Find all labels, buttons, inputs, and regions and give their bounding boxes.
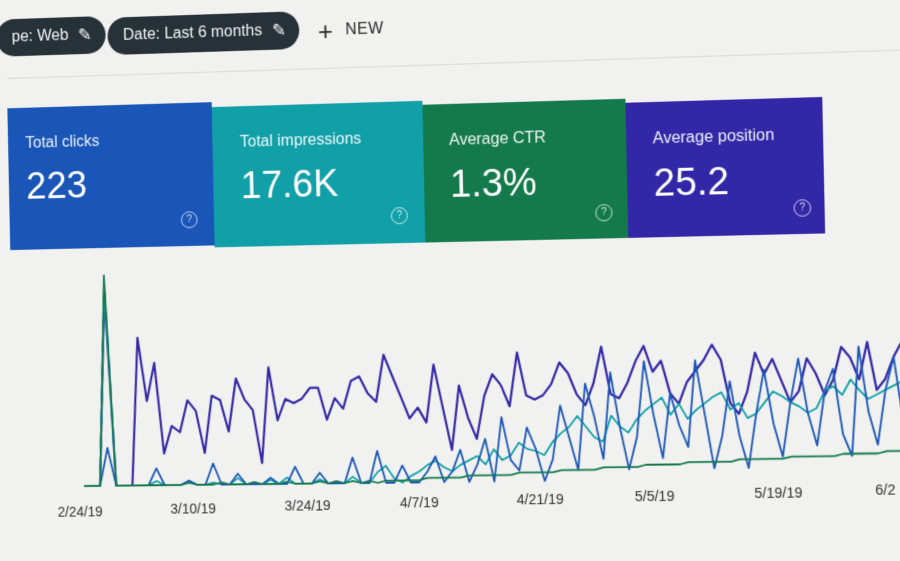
- x-tick-label: 3/24/19: [284, 497, 330, 513]
- metric-card-position[interactable]: Average position 25.2 ?: [625, 97, 825, 238]
- type-filter-label: pe: Web: [11, 27, 68, 47]
- type-filter-chip[interactable]: pe: Web ✎: [0, 16, 106, 57]
- search-console-performance-view: pe: Web ✎ Date: Last 6 months ✎ + NEW To…: [5, 0, 900, 561]
- x-tick-label: 5/19/19: [754, 484, 802, 501]
- x-tick-label: 4/21/19: [517, 491, 564, 508]
- plus-icon: +: [318, 18, 334, 44]
- metric-card-clicks[interactable]: Total clicks 223 ?: [7, 102, 214, 250]
- metric-value: 223: [26, 161, 214, 208]
- help-icon[interactable]: ?: [181, 211, 198, 228]
- pencil-icon[interactable]: ✎: [78, 25, 92, 45]
- metric-card-ctr[interactable]: Average CTR 1.3% ?: [422, 99, 628, 243]
- help-icon[interactable]: ?: [793, 199, 811, 217]
- date-filter-label: Date: Last 6 months: [123, 22, 263, 44]
- metric-label: Average CTR: [449, 127, 626, 150]
- performance-line-chart: [10, 240, 900, 495]
- metric-label: Total clicks: [25, 130, 212, 153]
- series-line-2: [81, 346, 900, 486]
- x-tick-label: 2/24/19: [58, 504, 103, 520]
- metric-value: 1.3%: [450, 159, 628, 207]
- help-icon[interactable]: ?: [595, 204, 613, 222]
- x-tick-label: 3/10/19: [170, 500, 216, 516]
- x-tick-label: 5/5/19: [635, 488, 675, 505]
- pencil-icon[interactable]: ✎: [272, 21, 286, 41]
- metric-card-impressions[interactable]: Total impressions 17.6K ?: [212, 101, 426, 248]
- date-filter-chip[interactable]: Date: Last 6 months ✎: [107, 11, 300, 55]
- metric-label: Total impressions: [240, 129, 424, 152]
- x-tick-label: 4/7/19: [400, 494, 439, 510]
- x-tick-label: 6/2: [875, 481, 896, 498]
- new-filter-button[interactable]: + NEW: [318, 16, 384, 44]
- metric-value: 17.6K: [240, 161, 424, 208]
- x-axis: 2/24/19 3/10/19 3/24/19 4/7/19 4/21/19 5/5/19…: [5, 0, 900, 15]
- new-filter-label: NEW: [345, 20, 384, 39]
- help-icon[interactable]: ?: [391, 207, 408, 224]
- metric-label: Average position: [652, 125, 823, 148]
